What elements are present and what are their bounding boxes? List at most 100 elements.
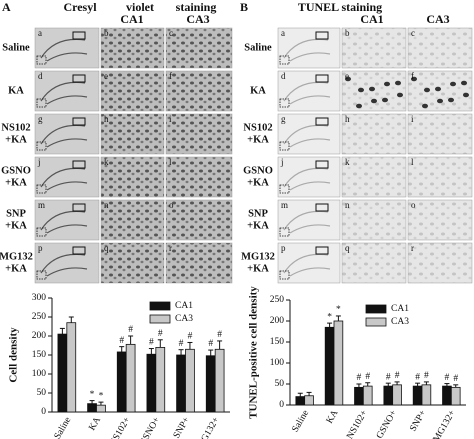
legend-swatch	[149, 314, 171, 324]
significance-mark: *	[327, 312, 332, 322]
row-label: +KA	[247, 220, 269, 231]
error-bar	[306, 391, 312, 396]
micrograph	[34, 113, 100, 155]
image-letter: d	[38, 71, 43, 81]
roi-box	[72, 160, 86, 169]
error-bar	[423, 381, 429, 385]
y-tick-label: 150	[270, 337, 285, 347]
image-letter: d	[281, 71, 286, 81]
roi-box	[72, 74, 86, 83]
micrograph	[277, 242, 341, 284]
error-bar	[444, 383, 450, 387]
micrograph	[34, 199, 100, 241]
row-label: NS102	[243, 122, 272, 133]
y-tick-label: 300	[32, 293, 47, 303]
micrograph	[165, 199, 233, 241]
tunel-cell	[463, 92, 469, 98]
tunel-cell	[437, 98, 443, 104]
y-tick-label: 0	[41, 407, 46, 417]
micrograph	[165, 27, 233, 69]
significance-mark: #	[424, 371, 429, 381]
micrograph	[34, 156, 100, 198]
scale-box	[36, 270, 47, 280]
hippocampus-outline	[40, 81, 88, 105]
tunel-cell	[397, 92, 403, 98]
image-letter: n	[104, 200, 109, 210]
micrograph	[34, 242, 100, 284]
tunel-cell	[358, 87, 364, 93]
y-tick-label: 200	[270, 316, 285, 326]
error-bar	[297, 392, 303, 397]
roi-box	[72, 31, 86, 40]
micrograph	[277, 27, 341, 69]
image-letter: c	[411, 28, 415, 38]
legend-label: CA3	[175, 314, 193, 324]
micrograph	[100, 156, 165, 198]
roi-box	[72, 117, 86, 126]
hippocampus-outline	[40, 38, 88, 62]
panel-heading: Cresyl	[63, 0, 97, 14]
significance-mark: *	[336, 305, 341, 315]
image-letter: l	[411, 157, 414, 167]
scale-box	[279, 227, 290, 237]
image-letter: r	[169, 243, 172, 253]
panel-heading: TUNEL staining	[298, 0, 382, 14]
bar	[295, 396, 306, 406]
bar	[324, 326, 335, 406]
micrograph	[100, 113, 165, 155]
image-letter: n	[345, 200, 350, 210]
legend-label: CA1	[175, 301, 193, 311]
bar	[354, 386, 364, 406]
hippocampus-outline	[283, 38, 331, 62]
micrograph	[341, 113, 407, 155]
x-tick-label: GSNO+	[138, 416, 162, 439]
legend-swatch	[365, 304, 387, 314]
row-label: +KA	[247, 134, 269, 145]
significance-mark: #	[119, 336, 124, 346]
bar	[176, 354, 186, 413]
tunel-cell	[461, 80, 467, 86]
bar	[450, 386, 461, 406]
tunel-cell	[422, 103, 428, 109]
micrograph	[100, 199, 165, 241]
y-tick-label: 100	[32, 369, 47, 379]
roi-box	[72, 203, 86, 212]
scale-box	[279, 270, 290, 280]
row-label: +KA	[5, 177, 27, 188]
micrograph	[277, 70, 341, 112]
significance-mark: #	[179, 339, 184, 349]
roi-box	[315, 160, 329, 169]
column-heading: CA1	[120, 12, 143, 26]
micrograph	[341, 70, 407, 112]
error-bar	[394, 381, 400, 385]
bar	[185, 348, 195, 413]
error-bar	[98, 401, 104, 406]
bar	[155, 346, 166, 413]
bar	[383, 385, 394, 406]
image-letter: b	[345, 28, 350, 38]
image-letter: e	[104, 71, 108, 81]
bar	[96, 404, 106, 413]
error-bar	[187, 341, 193, 350]
significance-mark: #	[217, 330, 222, 340]
micrograph	[277, 113, 341, 155]
bar	[87, 403, 97, 413]
row-label: +KA	[5, 134, 27, 145]
error-bar	[68, 316, 74, 323]
scale-box	[36, 98, 47, 108]
image-letter: g	[38, 114, 43, 124]
y-tick-label: 0	[279, 400, 284, 410]
image-letter: p	[281, 243, 286, 253]
tunel-cell	[448, 97, 454, 103]
error-bar	[415, 382, 421, 387]
roi-box	[315, 246, 329, 255]
image-letter: h	[104, 114, 109, 124]
bar	[442, 385, 452, 406]
legend-swatch	[149, 301, 171, 311]
row-label: +KA	[5, 220, 27, 231]
row-label: SNP	[6, 208, 26, 219]
x-tick-label: KA	[87, 415, 103, 432]
significance-mark: *	[99, 391, 104, 401]
micrograph	[100, 242, 165, 284]
image-letter: r	[411, 243, 414, 253]
